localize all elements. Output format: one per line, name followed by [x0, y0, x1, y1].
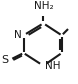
Text: NH₂: NH₂ — [34, 1, 53, 11]
Text: N: N — [14, 30, 21, 40]
Text: S: S — [1, 55, 8, 65]
Text: NH: NH — [45, 61, 61, 71]
